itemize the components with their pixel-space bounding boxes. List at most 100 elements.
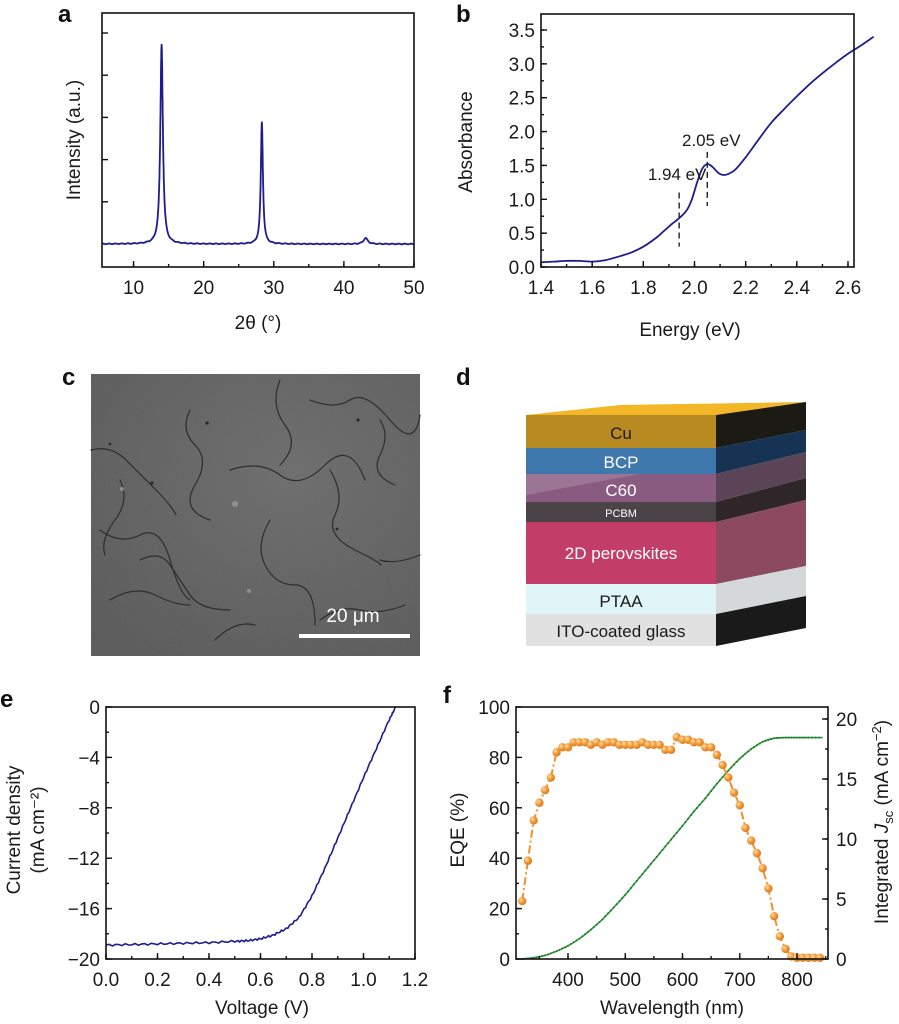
jsc-point <box>730 766 733 769</box>
jsc-point <box>767 739 770 741</box>
jsc-point <box>644 869 647 872</box>
eqe-point <box>552 748 561 757</box>
eqe-point <box>775 932 785 941</box>
panel-e-ytick-label: −4 <box>78 748 100 769</box>
jsc-point <box>607 912 610 915</box>
panel-f-xtick-label: 700 <box>724 970 756 991</box>
jsc-point <box>692 810 695 813</box>
eqe-point <box>540 785 550 795</box>
panel-f-xlabel: Wavelength (nm) <box>600 998 744 1019</box>
jsc-point <box>690 814 693 816</box>
jsc-point <box>635 880 638 882</box>
panel-a-frame <box>101 12 415 268</box>
jsc-point <box>555 950 558 953</box>
annotation-label: 1.94 eV <box>648 165 707 184</box>
panel-a-xtick-label: 10 <box>123 278 144 299</box>
panel-e-xtick-label: 0.8 <box>299 970 325 991</box>
panel-f-xtick-label: 800 <box>781 970 813 991</box>
layer-pcbm <box>526 502 716 522</box>
jsc-point <box>695 807 698 810</box>
jsc-point <box>672 835 675 838</box>
c60-side <box>716 452 806 502</box>
eqe-point <box>529 816 538 825</box>
panel-f-xtick-label: 500 <box>609 970 641 991</box>
jsc-point <box>609 909 612 912</box>
jsc-point <box>615 903 618 906</box>
sem-texture <box>91 374 420 656</box>
jsc-point <box>687 817 690 820</box>
sem-pinholes <box>108 418 360 531</box>
jsc-point <box>598 920 601 923</box>
cu-side <box>716 402 806 448</box>
jsc-point <box>804 736 807 739</box>
panel-e-xtick-label: 0.2 <box>144 970 170 991</box>
jsc-point <box>796 736 798 739</box>
jsc-point <box>595 923 598 926</box>
perovskite-side <box>716 500 806 584</box>
jsc-point <box>770 738 773 741</box>
jsc-point <box>664 845 667 848</box>
eqe-point <box>695 738 704 747</box>
panel-e-ytick-label: −8 <box>78 799 100 820</box>
scale-bar-label: 20 μm <box>326 606 379 627</box>
jsc-point <box>761 740 764 743</box>
panel-b-xtick-label: 2.0 <box>681 278 707 299</box>
jsc-point <box>775 737 778 740</box>
jsc-point <box>790 736 793 739</box>
panel-label-d: d <box>456 364 471 391</box>
jsc-point <box>564 946 567 949</box>
jsc-point <box>587 930 590 933</box>
panel-e-xtick-label: 0.6 <box>247 970 273 991</box>
layer-c60-highlight <box>526 474 640 495</box>
jsc-point <box>807 736 810 739</box>
panel-a-xlabel: 2θ (°) <box>235 313 282 334</box>
panel-f-left-ytick-label: 20 <box>489 900 510 921</box>
jsc-point <box>552 951 555 954</box>
jsc-point <box>738 757 741 760</box>
jsc-point <box>701 800 704 803</box>
jsc-point <box>612 906 615 909</box>
layer-bcp <box>526 448 716 474</box>
panel-b-annotations: 1.94 eV 2.05 eV <box>648 131 741 247</box>
jsc-point <box>650 862 653 865</box>
panel-b-ytick-label: 3.0 <box>509 55 535 76</box>
jsc-point <box>747 750 750 753</box>
layer-cu <box>526 415 716 448</box>
panel-f-plot <box>518 733 825 962</box>
jsc-point <box>778 736 781 739</box>
panel-a-xtick-label: 40 <box>333 278 354 299</box>
jsc-point <box>667 842 670 845</box>
panel-label-b: b <box>456 1 471 28</box>
jsc-point <box>655 855 658 858</box>
jsc-point <box>741 755 744 758</box>
annotation-label: 2.05 eV <box>682 131 741 150</box>
panel-b-ytick-label: 2.5 <box>509 89 535 110</box>
jsc-point <box>787 736 790 739</box>
eqe-point <box>781 944 790 954</box>
sem-image: 20 μm <box>90 374 421 656</box>
eqe-point <box>518 896 527 906</box>
panel-e-xtick-label: 1.0 <box>350 970 376 991</box>
eqe-point <box>666 745 676 755</box>
layer-perovskite <box>526 522 716 584</box>
panel-label-f: f <box>443 682 452 709</box>
jsc-point <box>661 848 664 851</box>
integrated-jsc-line <box>522 736 823 960</box>
jsc-point <box>621 896 624 899</box>
cu-top-face <box>526 402 806 415</box>
jsc-point <box>658 852 661 855</box>
jsc-point <box>715 782 718 785</box>
panel-e-xlabel: Voltage (V) <box>215 998 309 1019</box>
panel-f-xtick-label: 400 <box>552 970 584 991</box>
eqe-point <box>712 750 722 760</box>
panel-f-left-ytick-label: 100 <box>478 698 510 719</box>
jsc-point <box>753 746 756 749</box>
eqe-line <box>521 736 820 959</box>
panel-f-right-ytick-label: 20 <box>836 710 857 731</box>
layer-label-ptaa: PTAA <box>599 592 643 611</box>
jsc-point <box>818 736 821 739</box>
panel-e-ytick-label: −20 <box>68 950 100 971</box>
